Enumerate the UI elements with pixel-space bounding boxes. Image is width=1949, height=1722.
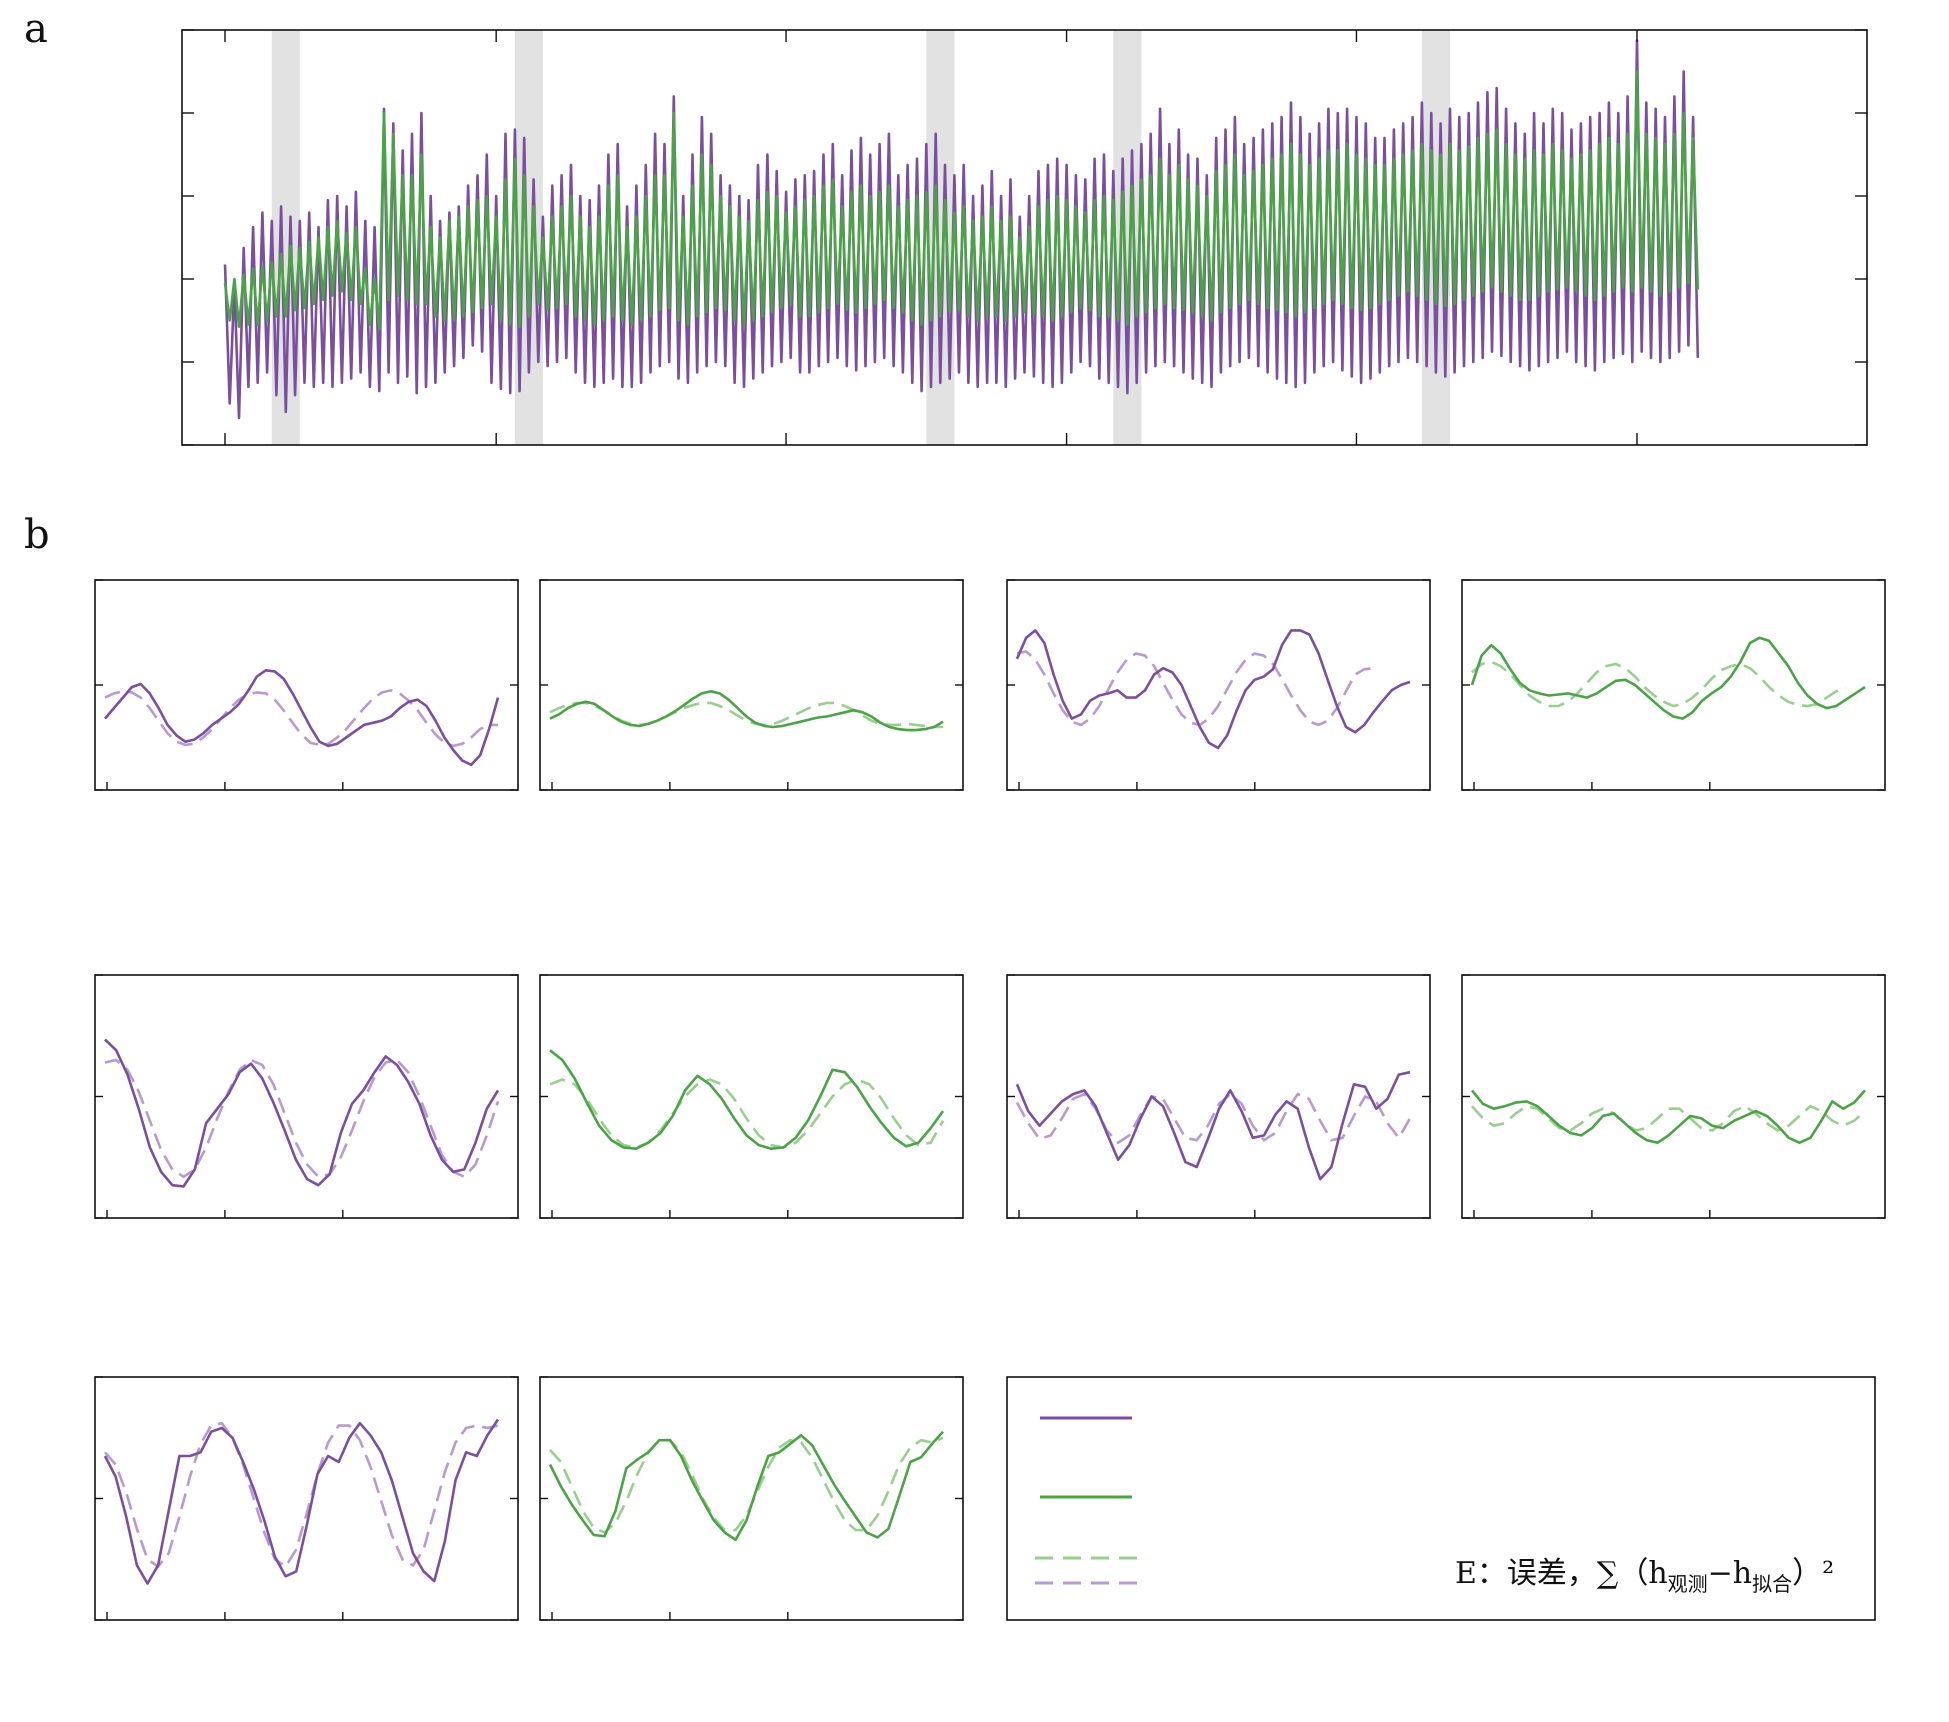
fit-line — [1471, 1104, 1866, 1132]
subplot-V-ground — [539, 1376, 964, 1621]
river-obs-line — [1015, 1070, 1411, 1181]
fit-line — [549, 1436, 944, 1535]
ground-obs-line — [549, 1049, 945, 1150]
series-line-groundwater — [223, 70, 1700, 331]
subplot-III-ground — [539, 974, 964, 1219]
subplot-frame — [539, 579, 964, 791]
legend-def-e-part: ）² — [1792, 1556, 1834, 1591]
ground-obs-line — [1470, 636, 1866, 720]
fit-line — [1016, 649, 1374, 727]
subplot-V-river — [94, 1376, 519, 1621]
legend-def-e-part: E：误差，∑（h — [1455, 1556, 1668, 1591]
panel-label-a: a — [24, 6, 48, 52]
panel-b-charts — [94, 579, 1886, 1621]
legend-frame — [1006, 1376, 1876, 1621]
fit-line — [104, 1421, 499, 1569]
river-obs-line — [104, 669, 500, 767]
subplot-IV-ground — [1461, 974, 1886, 1219]
shaded-window-5 — [1421, 30, 1450, 445]
legend-def-e-part: 观测 — [1668, 1572, 1708, 1596]
legend-def-e-part: −h — [1708, 1556, 1752, 1591]
subplot-frame — [1006, 579, 1431, 791]
panel-b-legend: E：误差，∑（h观测−h拟合）² — [1006, 1376, 1876, 1621]
subplot-frame — [1461, 974, 1886, 1219]
subplot-III-river — [94, 974, 519, 1219]
ground-obs-line — [548, 1430, 944, 1542]
subplot-II-ground — [1461, 579, 1886, 791]
subplot-frame — [539, 974, 964, 1219]
legend-def-e: E：误差，∑（h观测−h拟合）² — [1455, 1556, 1834, 1596]
subplot-frame — [94, 974, 519, 1219]
fit-line — [1471, 660, 1847, 708]
subplot-frame — [1461, 579, 1886, 791]
panel-a-frame — [181, 29, 1868, 446]
legend-def-e-part: 拟合 — [1752, 1572, 1792, 1596]
ground-obs-line — [1470, 1089, 1866, 1144]
fit-line — [549, 1078, 945, 1149]
subplot-IV-river — [1006, 974, 1431, 1219]
river-obs-line — [1015, 629, 1411, 750]
ground-obs-line — [549, 690, 944, 732]
fit-line — [104, 1058, 500, 1179]
subplot-frame — [94, 1376, 519, 1621]
fit-line — [104, 688, 498, 748]
river-obs-line — [103, 1418, 500, 1585]
subplot-I-ground — [539, 579, 964, 791]
fit-line — [1015, 1092, 1412, 1145]
panel-label-b: b — [24, 512, 50, 558]
panel-a-chart — [181, 29, 1868, 446]
subplot-II-river — [1006, 579, 1431, 791]
subplot-I-river — [94, 579, 519, 791]
subplot-frame — [94, 579, 519, 791]
river-obs-line — [104, 1038, 500, 1188]
